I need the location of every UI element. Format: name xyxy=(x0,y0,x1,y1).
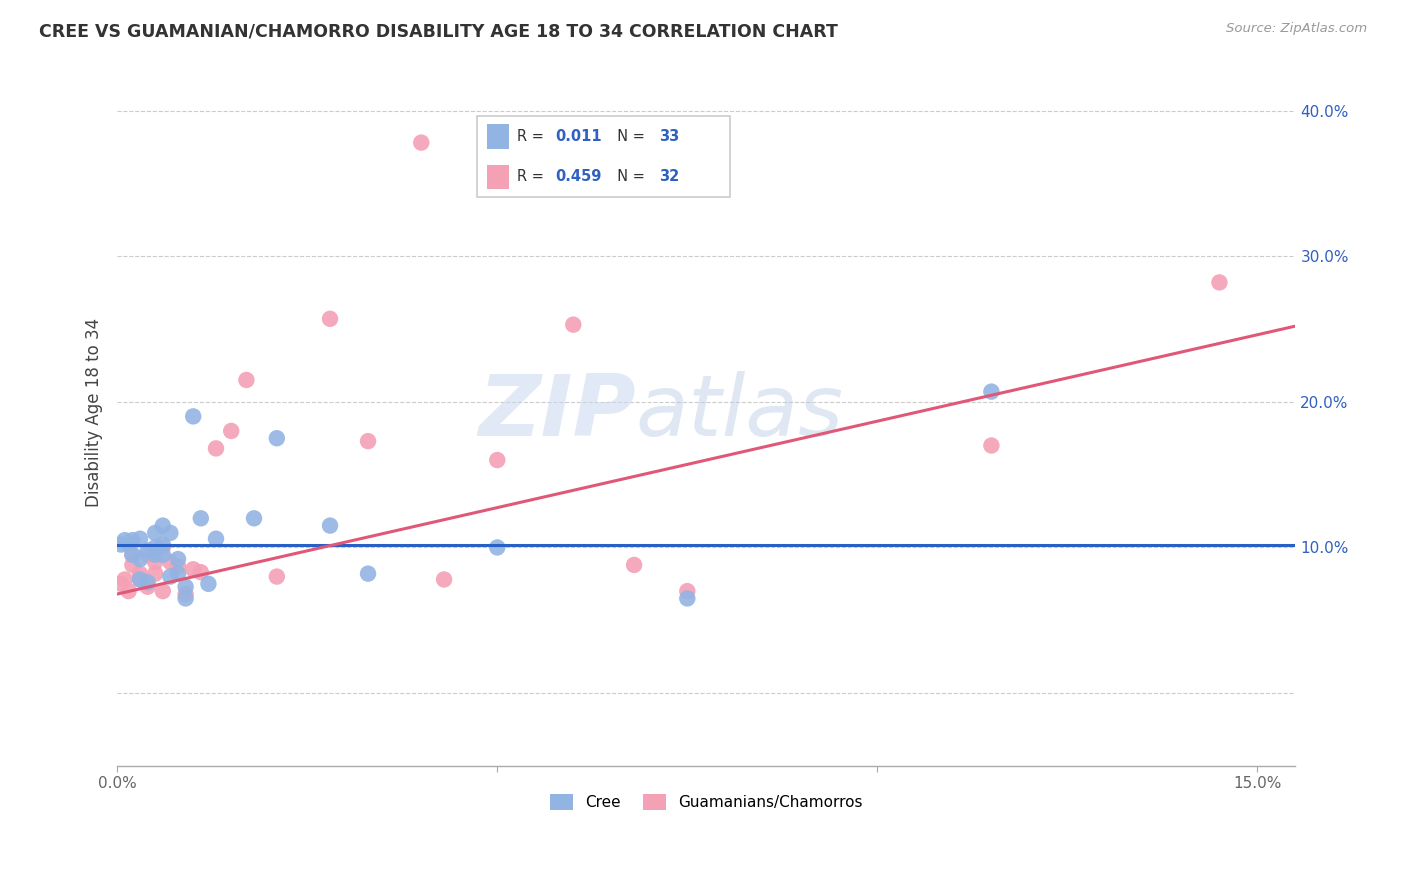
Point xyxy=(121,533,143,548)
Point xyxy=(235,373,257,387)
Point xyxy=(152,541,174,555)
Point xyxy=(1208,276,1230,290)
Point xyxy=(136,580,159,594)
Point xyxy=(136,548,159,562)
Point xyxy=(129,566,152,581)
Point xyxy=(114,573,136,587)
Point xyxy=(129,552,152,566)
Point xyxy=(980,384,1002,399)
Point xyxy=(114,533,136,548)
Point xyxy=(167,559,190,574)
Point xyxy=(129,573,152,587)
Point xyxy=(159,525,181,540)
Point xyxy=(117,584,139,599)
Point xyxy=(676,591,699,606)
Point xyxy=(411,136,433,150)
Point xyxy=(110,577,132,591)
Point xyxy=(174,587,197,601)
Text: ZIP: ZIP xyxy=(478,371,636,454)
Point xyxy=(205,442,228,456)
Point xyxy=(136,543,159,558)
Point xyxy=(266,569,288,583)
Point xyxy=(121,548,143,562)
Point xyxy=(980,438,1002,452)
Point xyxy=(197,577,219,591)
Point xyxy=(143,548,166,562)
Point xyxy=(181,409,204,424)
Point xyxy=(159,555,181,569)
Text: Source: ZipAtlas.com: Source: ZipAtlas.com xyxy=(1226,22,1367,36)
Point xyxy=(190,511,212,525)
Text: CREE VS GUAMANIAN/CHAMORRO DISABILITY AGE 18 TO 34 CORRELATION CHART: CREE VS GUAMANIAN/CHAMORRO DISABILITY AG… xyxy=(39,22,838,40)
Point xyxy=(152,584,174,599)
Point xyxy=(167,566,190,581)
Point xyxy=(143,541,166,555)
Point xyxy=(167,552,190,566)
Point xyxy=(152,518,174,533)
Point xyxy=(486,541,509,555)
Point xyxy=(357,434,380,449)
Point xyxy=(174,580,197,594)
Point xyxy=(121,548,143,562)
Point xyxy=(174,591,197,606)
Point xyxy=(433,573,456,587)
Point xyxy=(110,537,132,551)
Point xyxy=(143,566,166,581)
Point xyxy=(129,532,152,546)
Y-axis label: Disability Age 18 to 34: Disability Age 18 to 34 xyxy=(86,318,103,508)
Point xyxy=(676,584,699,599)
Point xyxy=(562,318,585,332)
Point xyxy=(152,537,174,551)
Point xyxy=(136,575,159,590)
Point xyxy=(623,558,645,572)
Point xyxy=(117,537,139,551)
Point xyxy=(319,518,342,533)
Point xyxy=(159,569,181,583)
Point xyxy=(181,562,204,576)
Text: atlas: atlas xyxy=(636,371,844,454)
Point xyxy=(266,431,288,445)
Point xyxy=(152,548,174,562)
Point xyxy=(143,525,166,540)
Point xyxy=(190,565,212,579)
Point xyxy=(357,566,380,581)
Point xyxy=(486,453,509,467)
Point xyxy=(205,532,228,546)
Point xyxy=(219,424,242,438)
Point xyxy=(121,558,143,572)
Point xyxy=(319,311,342,326)
Point xyxy=(143,555,166,569)
Point xyxy=(243,511,266,525)
Legend: Cree, Guamanians/Chamorros: Cree, Guamanians/Chamorros xyxy=(544,788,869,816)
Point xyxy=(129,573,152,587)
